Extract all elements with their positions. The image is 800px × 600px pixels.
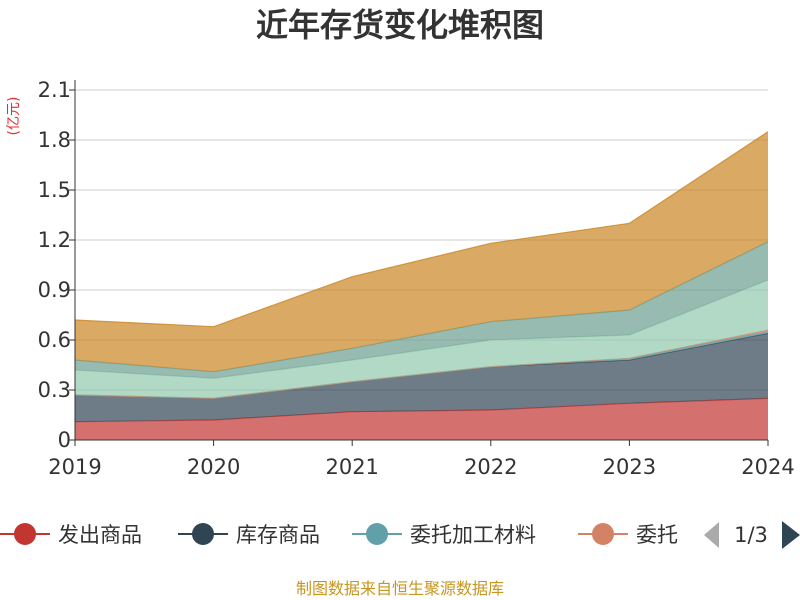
area-series-line-7 bbox=[74, 131, 769, 328]
legend-label: 发出商品 bbox=[58, 523, 142, 547]
y-tick-label: 2.1 bbox=[38, 78, 71, 102]
legend-marker bbox=[366, 523, 388, 545]
y-tick-label: 1.2 bbox=[38, 228, 71, 252]
chart-title: 近年存货变化堆积图 bbox=[256, 6, 544, 44]
legend-item[interactable]: 库存商品 bbox=[178, 523, 320, 547]
data-source-note: 制图数据来自恒生聚源数据库 bbox=[296, 579, 504, 598]
y-tick-label: 0.9 bbox=[38, 278, 71, 302]
legend-prev-page-icon[interactable] bbox=[704, 522, 719, 548]
axes: 0 0.3 0.6 0.9 1.2 1.5 1.8 2.1 2019 2020 2021 2022 20… bbox=[38, 78, 795, 479]
x-tick-label: 2020 bbox=[187, 455, 240, 479]
legend-item[interactable]: 发出商品 bbox=[0, 523, 142, 547]
legend-next-page-icon[interactable] bbox=[782, 521, 800, 549]
legend-label: 库存商品 bbox=[236, 523, 320, 547]
y-tick-label: 0 bbox=[58, 428, 71, 452]
x-tick-label: 2024 bbox=[741, 455, 794, 479]
area-series-7 bbox=[75, 131, 768, 372]
y-tick-label: 0.3 bbox=[38, 378, 71, 402]
area-series-2 bbox=[75, 333, 768, 422]
y-tick-label: 1.5 bbox=[38, 178, 71, 202]
legend-item[interactable]: 委托加工材料 bbox=[352, 523, 536, 547]
legend-marker bbox=[592, 523, 614, 545]
area-series bbox=[74, 131, 769, 440]
y-tick-label: 1.8 bbox=[38, 128, 71, 152]
legend-page-indicator: 1/3 bbox=[734, 523, 768, 547]
legend-marker bbox=[14, 523, 36, 545]
x-tick-label: 2023 bbox=[603, 455, 656, 479]
x-tick-label: 2021 bbox=[325, 455, 378, 479]
x-tick-label: 2019 bbox=[48, 455, 101, 479]
legend-label: 委托 bbox=[636, 523, 678, 547]
y-axis-unit-label: (亿元) bbox=[6, 97, 22, 136]
y-tick-label: 0.6 bbox=[38, 328, 71, 352]
area-series-5 bbox=[75, 280, 768, 399]
legend: 发出商品 库存商品 委托加工材料 委托 1/3 bbox=[0, 521, 800, 549]
area-series-1 bbox=[75, 398, 768, 440]
legend-item[interactable]: 委托 bbox=[578, 523, 678, 547]
x-tick-label: 2022 bbox=[464, 455, 517, 479]
legend-marker bbox=[192, 523, 214, 545]
legend-label: 委托加工材料 bbox=[410, 523, 536, 547]
